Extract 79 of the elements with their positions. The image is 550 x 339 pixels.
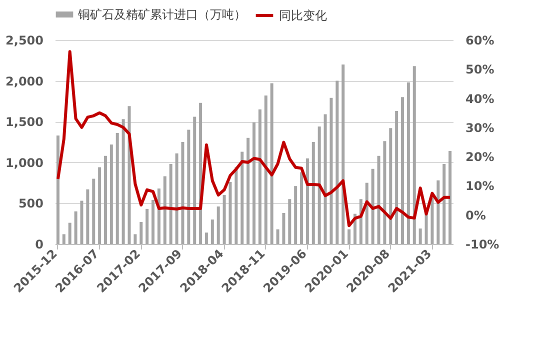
bar [418,228,422,244]
bar [442,164,446,244]
y2-tick-label: 30% [466,120,494,135]
bar [436,180,440,244]
bar [371,168,374,244]
bar [294,186,298,244]
bar [210,220,214,244]
bar [270,83,274,244]
bar [282,212,286,244]
bar [86,189,90,244]
bar [62,234,66,244]
line-series [56,50,452,228]
legend-label: 铜矿石及精矿累计进口（万吨） [77,8,246,22]
bar [318,126,321,244]
y2-tick-label: 60% [466,34,494,48]
y2-tick-label: 50% [466,62,494,77]
bar [122,119,125,244]
y-tick-label: 2,500 [6,34,44,48]
bar [204,232,208,244]
bar [92,178,96,244]
bar [406,82,410,244]
bar [104,156,107,244]
bar [389,128,392,244]
bar [306,158,309,244]
bar [448,150,452,244]
bar [175,153,178,244]
bar [288,199,292,244]
bar [300,172,304,244]
bar [163,176,166,244]
bar [193,116,196,244]
bar [401,97,404,244]
y2-tick-label: 0% [466,208,486,222]
bar [146,208,149,244]
bar [234,167,238,244]
y-tick-label: 0 [35,238,44,252]
bar [169,164,172,244]
bar [187,130,190,244]
legend-label: 同比变化 [279,8,327,22]
y2-tick-label: 20% [466,150,494,164]
bar [116,133,119,244]
bar [348,229,351,244]
bar [342,64,345,244]
bar [134,234,137,244]
y-tick-label: 2,000 [6,74,44,88]
y2-tick-label: -10% [466,238,500,252]
bar [383,141,386,244]
bar [152,200,155,244]
bar [246,138,250,244]
bar [258,109,262,244]
bar [140,222,143,244]
bar [80,200,84,244]
bar [424,214,428,244]
bar [98,167,102,244]
y2-tick-label: 40% [466,92,494,106]
bar [324,114,327,244]
bar [377,156,380,244]
bar [181,142,184,244]
y2-tick-label: 10% [466,179,494,194]
y-tick-label: 1,000 [6,156,44,170]
bar [68,222,72,244]
y-tick-label: 500 [18,196,44,211]
bar [110,144,113,244]
bar [276,229,280,244]
bar [240,152,244,244]
bar [252,122,256,244]
bar [56,135,60,244]
bar [336,80,339,244]
bar [264,95,268,244]
bar [430,197,434,244]
bar [330,98,333,244]
bar [312,142,315,244]
bar [365,182,368,244]
bar [216,206,220,244]
bar [74,211,78,244]
bar [395,110,398,244]
bar [412,66,416,244]
bar [228,182,232,244]
bar [222,195,226,244]
y-tick-label: 1,500 [6,115,44,130]
